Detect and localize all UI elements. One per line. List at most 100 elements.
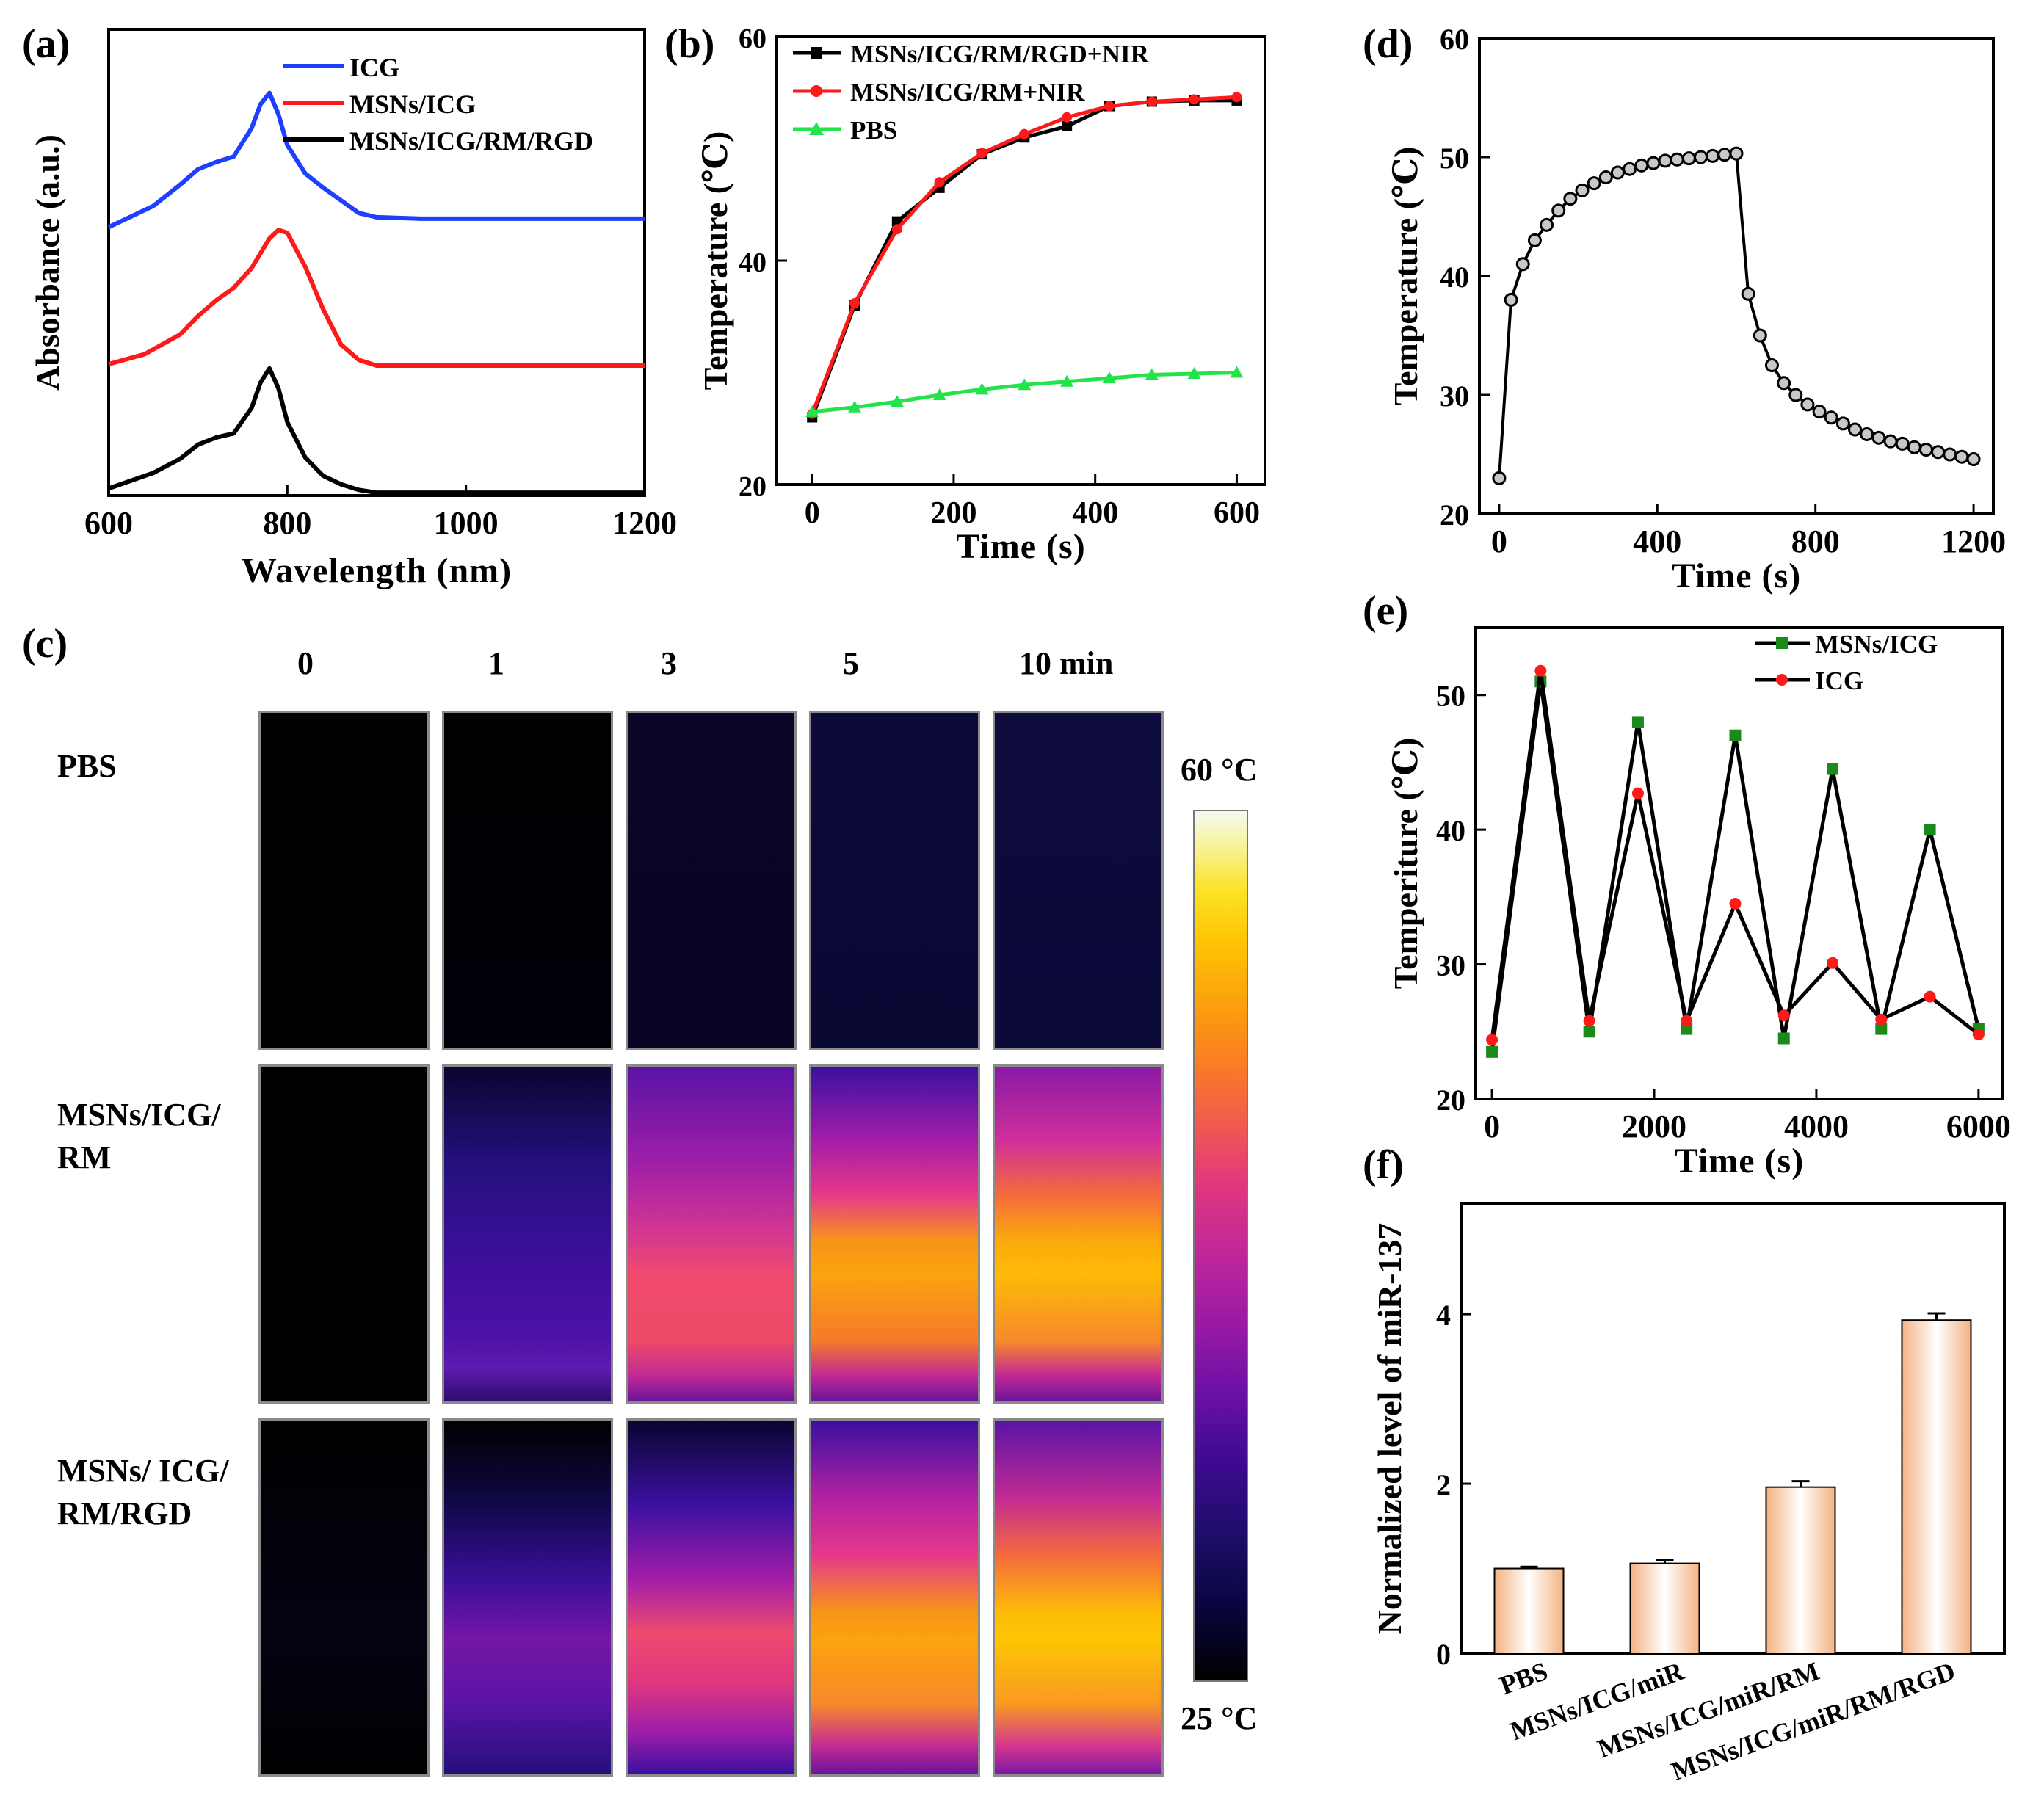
d-series-0-point [1895,436,1910,451]
colorbar-min-label: 25 °C [1181,1700,1258,1736]
d-series-0-point [1540,217,1554,232]
panel-f-label: (f) [1363,1142,1404,1188]
e-x-tick-label: 6000 [1946,1109,2011,1144]
thermal-image-rm-0min [258,1064,430,1404]
e-y-axis-label: Temperiture (℃) [1387,738,1424,990]
b-series-2-point [1145,368,1159,380]
d-series-0-point [1610,165,1625,180]
d-series-0-point [1634,158,1649,173]
d-series-0-point [1563,192,1578,206]
thermal-image-rm-3min [626,1064,797,1404]
e-series-0-point [1875,1023,1888,1035]
d-series-0-point [1527,233,1542,247]
e-x-tick-label: 2000 [1622,1109,1686,1144]
b-series-1-point [849,297,860,308]
b-series-0-line [810,98,1237,418]
d-series-0-point [1717,148,1732,162]
b-series-2-point [1060,374,1074,387]
row-label-msns-icg-rm: MSNs/ICG/ RM [57,1097,221,1176]
b-x-tick-label: 200 [930,496,976,530]
e-legend-marker-1 [1776,674,1788,686]
b-legend-label-0: MSNs/ICG/RM/RGD+NIR [850,40,1150,68]
e-plot-frame [1474,626,2004,1100]
b-series-1-point [1231,92,1242,103]
thermal-image-rgd-1min [442,1418,613,1777]
d-y-tick-label: 50 [1440,142,1469,175]
e-legend-label-1: ICG [1815,667,1863,695]
d-series-0-point [1706,148,1720,163]
e-series-0-point [1777,1032,1790,1045]
e-series-1-point [1681,1015,1693,1027]
b-legend-marker-0 [811,47,822,59]
b-series-2-point [1018,378,1032,391]
b-legend-label-2: PBS [850,116,897,145]
d-x-axis-label: Time (s) [1672,556,1801,595]
d-series-0-point [1824,410,1838,425]
f-category-label: PBS [1496,1656,1552,1700]
a-y-axis-label: Absorbance (a.u.) [29,134,66,391]
e-legend-marker-0 [1776,637,1788,649]
b-x-tick-label: 400 [1072,496,1118,530]
b-y-axis-label: Temperature (℃) [697,131,734,391]
d-series-0-point [1670,152,1684,167]
d-y-tick-label: 30 [1440,380,1469,413]
b-legend-label-1: MSNs/ICG/RM+NIR [850,78,1085,106]
time-label-3: 3 [661,645,677,681]
a-series-2-line [108,366,645,496]
d-series-0-point [1646,156,1661,170]
a-legend-label-0: ICG [349,53,399,82]
e-series-0-point [1924,824,1936,836]
thermal-image-rgd-0min [258,1418,430,1777]
b-series-1-point [976,148,987,159]
b-series-1-point [1146,96,1157,107]
b-series-1-point [934,177,945,188]
e-x-tick-label: 0 [1484,1109,1500,1144]
a-x-axis-label: Wavelength (nm) [242,551,512,590]
d-series-0-point [1848,422,1863,437]
panel-d-label: (d) [1363,21,1413,67]
e-series-1-point [1631,787,1644,799]
panel-b-chart: 0 200 400 600 20 40 60 Time (s) Temperature (℃) M… [697,23,1266,566]
a-legend-label-2: MSNs/ICG/RM/RGD [349,126,593,156]
e-y-tick-label: 40 [1436,814,1465,847]
d-series-0-point [1835,416,1850,431]
thermal-image-pbs-0min [258,711,430,1050]
e-series-0-point [1583,1026,1595,1038]
e-series-1-point [1972,1028,1985,1040]
b-series-1-point [1062,112,1073,123]
d-series-0-point [1587,176,1601,191]
b-series-2-point [890,395,904,407]
a-series-0-line [107,90,645,230]
b-legend-marker-1 [811,85,822,97]
d-series-0-point [1764,358,1779,372]
e-series-0-point [1486,1045,1498,1058]
thermal-image-rm-10min [993,1064,1164,1404]
e-y-tick-label: 50 [1436,680,1465,713]
row-label-msns-icg-rm-rgd: MSNs/ ICG/ RM/RGD [57,1453,229,1532]
d-y-axis-label: Temperature (℃) [1387,147,1424,406]
d-y-tick-label: 20 [1440,498,1469,532]
d-x-tick-label: 800 [1791,523,1840,559]
d-series-0-point [1729,146,1744,161]
row-label-pbs: PBS [57,748,117,784]
f-plot-frame [1460,1202,2006,1655]
d-series-0-point [1777,376,1791,391]
f-bar [1765,1486,1836,1654]
e-series-1-point [1875,1013,1888,1026]
b-series-2-point [1187,367,1201,380]
f-bar [1493,1567,1565,1655]
d-series-0-point [1943,447,1957,462]
e-series-0-point [1729,729,1742,741]
d-series-0-point [1504,292,1518,307]
d-y-tick-label: 60 [1440,23,1469,56]
e-series-1-point [1924,990,1936,1003]
d-series-0-point [1575,183,1590,197]
b-series-2-point [1230,366,1244,378]
thermal-image-rm-1min [442,1064,613,1404]
thermal-image-pbs-1min [442,711,613,1050]
panel-c-label: (c) [22,621,68,667]
thermal-image-pbs-3min [626,711,797,1050]
d-series-0-point [1551,203,1566,218]
b-legend-marker-2 [809,122,824,135]
